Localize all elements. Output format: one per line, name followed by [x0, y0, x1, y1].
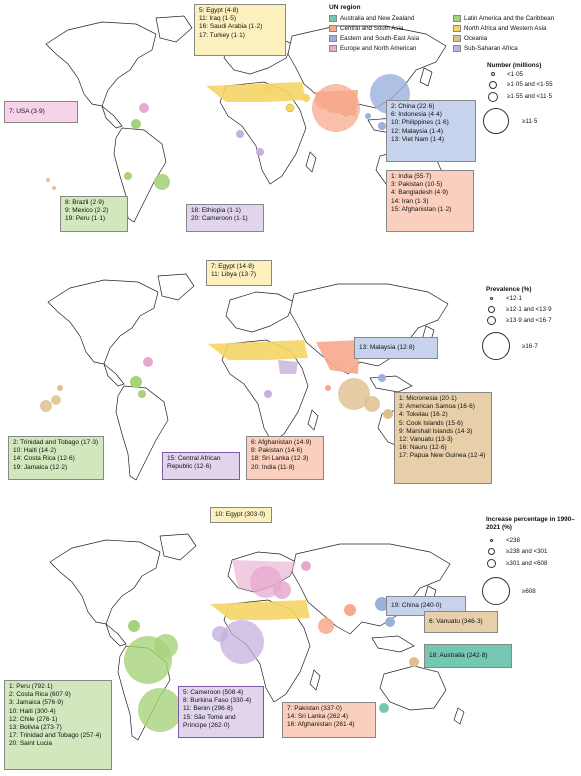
legend-number-item: ≥1·55 and <11·5	[507, 93, 553, 100]
callout-panel1-south-asia: 1: India (55·7) 3: Pakistan (10·5) 4: Bang…	[386, 170, 474, 232]
size-circle-3	[487, 316, 496, 325]
callout-panel1-nafrica: 5: Egypt (4·8) 11: Iraq (1·5) 16: Saudi Ar…	[194, 4, 286, 56]
legend-number-item: ≥11·5	[522, 118, 538, 125]
legend-title: UN region	[329, 4, 361, 11]
legend-item: Central and South Asia	[329, 25, 403, 33]
size-circle-2	[489, 81, 497, 89]
legend-item: Oceania	[453, 35, 487, 43]
size-circle-1	[490, 297, 493, 300]
map-panel-prevalence	[40, 273, 463, 481]
map-panel-increase	[49, 533, 465, 741]
callout-panel2-ssa: 15: Central African Republic (12·6)	[162, 452, 240, 480]
callout-panel2-east-asia: 13: Malaysia (12·8)	[354, 337, 438, 359]
callout-panel1-latam: 8: Brazil (2·9) 9: Mexico (2·2) 19: Peru (…	[60, 196, 128, 232]
size-circle-4	[482, 577, 510, 605]
callout-panel3-australia: 18: Australia (242·8)	[424, 644, 512, 668]
callout-panel1-usa: 7: USA (3·9)	[4, 101, 78, 123]
callout-panel3-oceania: 6: Vanuatu (346·3)	[424, 611, 498, 633]
legend-increase-item: ≥238 and <301	[506, 548, 548, 555]
callout-panel3-latam: 1: Peru (792·1) 2: Costa Rica (607·9) 3: J…	[4, 680, 112, 770]
size-circle-1	[490, 539, 493, 542]
legend-number-title: Number (millions)	[487, 62, 542, 69]
legend-increase-item: <238	[506, 537, 520, 544]
legend-prevalence-item: <12·1	[506, 295, 522, 302]
legend-number-item: ≥1·05 and <1·55	[507, 81, 553, 88]
callout-panel2-oceania: 1: Micronesia (20·1) 3: American Samoa (1…	[394, 392, 492, 484]
legend-prevalence-item: ≥13·9 and <16·7	[506, 317, 552, 324]
size-circle-4	[482, 332, 510, 360]
legend-item: Sub-Saharan Africa	[453, 45, 518, 53]
legend-number-item: <1·05	[507, 71, 523, 78]
legend-item: Latin America and the Caribbean	[453, 15, 554, 23]
callout-panel2-nafrica: 7: Egypt (14·8) 11: Libya (13·7)	[206, 260, 272, 286]
callout-panel3-nafrica: 10: Egypt (303·0)	[210, 507, 272, 523]
legend-item: North Africa and Western Asia	[453, 25, 546, 33]
size-circle-3	[487, 559, 496, 568]
legend-prevalence-item: ≥16·7	[522, 343, 538, 350]
callout-panel2-south-asia: 6: Afghanistan (14·9) 8: Pakistan (14·6) 1…	[246, 436, 324, 480]
legend-un-region: UN region Australia and New Zealand Lati…	[329, 4, 579, 60]
callout-panel1-east-asia: 2: China (22·6) 6: Indonesia (4·4) 10: Phi…	[386, 100, 476, 162]
legend-item: Europe and North American	[329, 45, 416, 53]
callout-panel1-ssa: 18: Ethiopia (1·1) 20: Cameroon (1·1)	[186, 204, 264, 232]
callout-panel2-latam: 2: Trinidad and Tobago (17·3) 10: Haiti (…	[8, 436, 104, 480]
legend-item: Australia and New Zealand	[329, 15, 414, 23]
legend-prevalence-item: ≥12·1 and <13·9	[506, 306, 552, 313]
callout-panel3-ssa: 5: Cameroon (508·4) 8: Burkina Faso (330·…	[178, 686, 264, 738]
legend-increase-title: Increase percentage in 1990–2021 (%)	[486, 516, 575, 531]
size-circle-1	[491, 72, 495, 76]
legend-prevalence-title: Prevalence (%)	[486, 286, 532, 293]
size-circle-2	[488, 306, 495, 313]
legend-increase-item: ≥301 and <608	[506, 560, 548, 567]
size-circle-3	[488, 92, 498, 102]
size-circle-4	[483, 108, 509, 134]
callout-panel3-south-asia: 7: Pakistan (337·0) 14: Sri Lanka (262·4)…	[282, 702, 376, 738]
legend-item: Eastern and South-East Asia	[329, 35, 419, 43]
size-circle-2	[488, 548, 495, 555]
legend-increase-item: ≥608	[522, 588, 536, 595]
